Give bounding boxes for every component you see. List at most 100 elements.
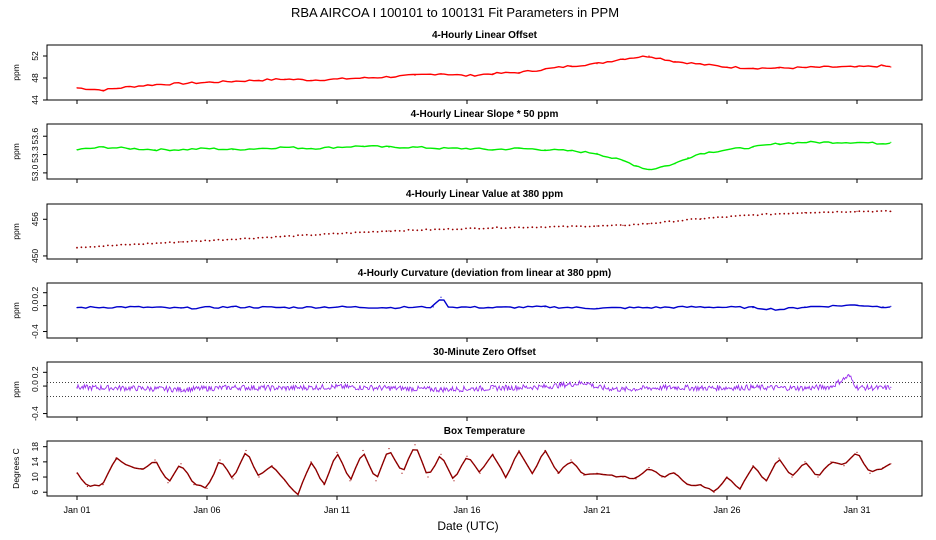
data-point	[336, 146, 338, 148]
data-point	[394, 229, 397, 232]
data-point	[734, 215, 737, 217]
data-point	[544, 68, 546, 70]
data-point	[500, 227, 503, 230]
data-point	[275, 235, 277, 238]
panel-frame	[46, 282, 923, 339]
panel-frame	[46, 203, 923, 260]
data-point	[674, 163, 676, 165]
data-point	[182, 241, 185, 243]
data-point	[622, 160, 624, 162]
data-point	[164, 241, 167, 244]
panel-title: 4-Hourly Linear Value at 380 ppm	[406, 189, 563, 200]
data-point	[843, 465, 845, 467]
y-tick-label: 0.0	[30, 299, 40, 311]
data-point	[115, 244, 118, 247]
data-point	[584, 225, 587, 228]
data-point	[544, 226, 547, 229]
data-point	[239, 237, 242, 240]
data-point	[448, 306, 450, 308]
data-point	[492, 453, 494, 455]
data-point	[432, 306, 434, 308]
data-point	[804, 212, 806, 214]
x-tick-label: Jan 01	[63, 505, 90, 515]
data-point	[414, 146, 416, 148]
data-point	[469, 227, 472, 230]
data-point	[880, 210, 883, 212]
data-point	[635, 165, 637, 167]
data-point	[635, 478, 637, 480]
data-point	[765, 480, 767, 482]
data-point	[388, 307, 390, 309]
data-point	[677, 220, 679, 222]
data-point	[648, 169, 650, 171]
data-point	[328, 233, 330, 235]
data-point	[354, 231, 357, 234]
data-point	[770, 213, 772, 216]
data-point	[180, 241, 182, 243]
y-tick-label: 44	[30, 95, 40, 105]
data-point	[362, 145, 364, 147]
y-axis-label: ppm	[11, 302, 21, 319]
data-point	[232, 386, 234, 388]
data-point	[700, 152, 702, 154]
data-point	[336, 306, 338, 308]
data-point	[336, 386, 338, 388]
data-point	[674, 472, 676, 474]
data-point	[154, 149, 156, 151]
data-point	[739, 214, 741, 217]
y-tick-label: 0.2	[30, 366, 40, 378]
data-point	[778, 212, 781, 215]
data-point	[557, 225, 560, 228]
data-point	[204, 239, 207, 242]
data-point	[856, 451, 858, 453]
data-point	[154, 84, 156, 86]
data-point	[765, 212, 768, 215]
data-point	[232, 306, 234, 308]
data-point	[319, 233, 321, 236]
y-tick-label: 53.6	[30, 128, 40, 145]
data-point	[195, 240, 198, 242]
data-point	[856, 66, 858, 68]
data-point	[336, 78, 338, 80]
data-point	[549, 225, 551, 228]
data-point	[284, 387, 286, 389]
x-axis: Jan 01 Jan 06 Jan 11 Jan 16 Jan 21 Jan 26 Jan …	[63, 505, 870, 515]
data-point	[388, 387, 390, 389]
data-point	[245, 449, 247, 452]
data-point	[583, 474, 585, 476]
data-point	[596, 307, 598, 309]
data-point	[659, 221, 662, 224]
data-point	[648, 55, 650, 57]
data-point	[830, 66, 832, 68]
data-point	[232, 478, 234, 480]
data-point	[438, 228, 441, 231]
data-point	[633, 223, 635, 226]
data-point	[388, 230, 390, 232]
data-point	[544, 149, 546, 151]
data-point	[310, 461, 312, 463]
data-point	[244, 237, 246, 240]
data-point	[271, 465, 273, 467]
data-point	[440, 147, 442, 149]
data-point	[76, 307, 78, 309]
series-line-overlay	[76, 449, 891, 495]
data-point	[609, 474, 611, 476]
data-point	[492, 307, 494, 309]
data-point	[752, 307, 754, 309]
data-point	[222, 239, 224, 242]
data-point	[466, 455, 468, 457]
data-point	[708, 217, 710, 219]
data-point	[473, 227, 476, 230]
data-point	[856, 210, 858, 212]
data-point	[804, 141, 806, 143]
data-point	[362, 449, 364, 452]
data-point	[345, 231, 348, 234]
panel-2: 4-Hourly Linear Slope * 50 ppmppm53.053.…	[11, 109, 923, 183]
data-point	[89, 246, 92, 248]
data-point	[721, 216, 724, 219]
data-point	[124, 243, 127, 246]
data-point	[138, 243, 140, 246]
data-point	[288, 235, 291, 237]
data-point	[522, 226, 525, 229]
data-point	[336, 451, 338, 453]
